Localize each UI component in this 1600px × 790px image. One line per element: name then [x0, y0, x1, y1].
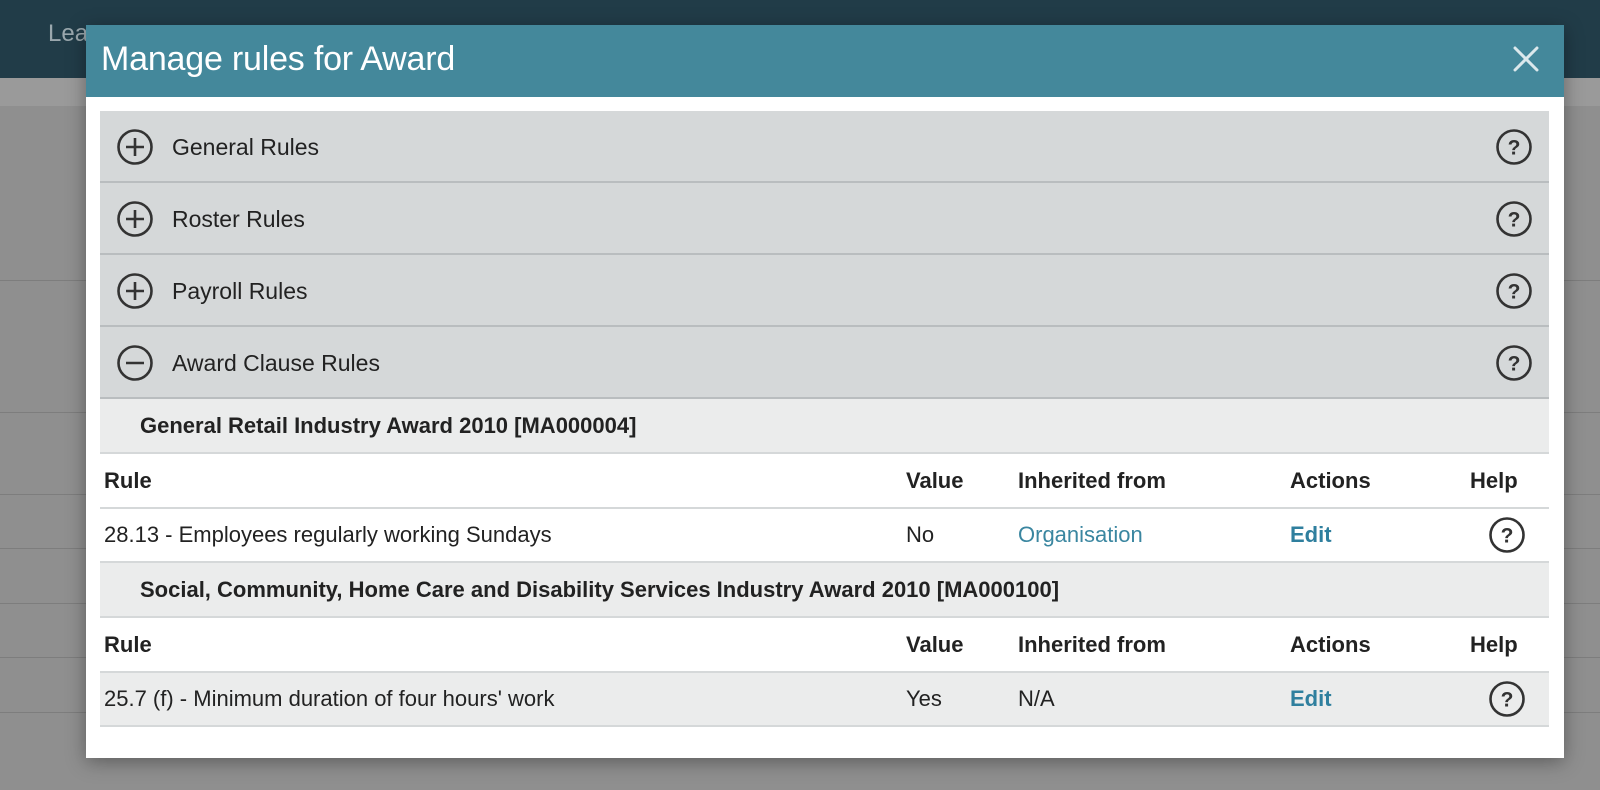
svg-text:?: ?	[1508, 137, 1521, 160]
award-heading: General Retail Industry Award 2010 [MA00…	[100, 399, 1549, 454]
award-heading: Social, Community, Home Care and Disabil…	[100, 563, 1549, 618]
section-award-clause-rules[interactable]: Award Clause Rules ?	[100, 327, 1549, 399]
rule-name: 25.7 (f) - Minimum duration of four hour…	[100, 672, 902, 727]
section-payroll-rules[interactable]: Payroll Rules ?	[100, 255, 1549, 327]
award-title: General Retail Industry Award 2010 [MA00…	[140, 413, 637, 438]
rule-name: 28.13 - Employees regularly working Sund…	[100, 508, 902, 563]
table-row: 28.13 - Employees regularly working Sund…	[100, 508, 1549, 563]
rule-value: No	[902, 508, 1014, 563]
edit-button[interactable]: Edit	[1290, 686, 1332, 711]
section-label: Roster Rules	[172, 206, 305, 232]
column-header-inherited: Inherited from	[1014, 454, 1286, 509]
column-header-actions: Actions	[1286, 618, 1466, 673]
edit-button[interactable]: Edit	[1290, 522, 1332, 547]
column-header-help: Help	[1466, 454, 1549, 509]
section-roster-rules[interactable]: Roster Rules ?	[100, 183, 1549, 255]
help-icon[interactable]: ?	[1495, 128, 1533, 166]
section-label: Award Clause Rules	[172, 350, 380, 376]
svg-text:?: ?	[1501, 525, 1514, 548]
svg-text:?: ?	[1501, 689, 1514, 712]
help-icon[interactable]: ?	[1488, 516, 1526, 554]
column-header-rule: Rule	[100, 618, 902, 673]
award-rules-table: Rule Value Inherited from Actions Help 2…	[100, 618, 1549, 727]
column-header-inherited: Inherited from	[1014, 618, 1286, 673]
column-header-help: Help	[1466, 618, 1549, 673]
column-header-rule: Rule	[100, 454, 902, 509]
modal-header: Manage rules for Award	[86, 25, 1564, 97]
column-header-actions: Actions	[1286, 454, 1466, 509]
table-header-row: Rule Value Inherited from Actions Help	[100, 618, 1549, 673]
award-title: Social, Community, Home Care and Disabil…	[140, 577, 1060, 602]
expand-plus-icon[interactable]	[116, 200, 154, 238]
manage-rules-modal: Manage rules for Award General Rules ? R…	[86, 25, 1564, 758]
svg-text:?: ?	[1508, 353, 1521, 376]
help-icon[interactable]: ?	[1495, 344, 1533, 382]
section-general-rules[interactable]: General Rules ?	[100, 111, 1549, 183]
help-icon[interactable]: ?	[1488, 680, 1526, 718]
section-label: General Rules	[172, 134, 320, 160]
table-row: 25.7 (f) - Minimum duration of four hour…	[100, 672, 1549, 727]
close-icon[interactable]	[1506, 39, 1546, 79]
section-label: Payroll Rules	[172, 278, 308, 304]
help-icon[interactable]: ?	[1495, 200, 1533, 238]
inherited-from-link[interactable]: Organisation	[1018, 522, 1143, 547]
modal-title: Manage rules for Award	[101, 40, 456, 78]
award-rules-table: Rule Value Inherited from Actions Help 2…	[100, 454, 1549, 563]
column-header-value: Value	[902, 454, 1014, 509]
table-header-row: Rule Value Inherited from Actions Help	[100, 454, 1549, 509]
expand-plus-icon[interactable]	[116, 128, 154, 166]
rule-value: Yes	[902, 672, 1014, 727]
modal-body: General Rules ? Roster Rules ? Payroll R…	[100, 111, 1549, 727]
inherited-from: N/A	[1014, 672, 1286, 727]
svg-text:?: ?	[1508, 281, 1521, 304]
collapse-minus-icon[interactable]	[116, 344, 154, 382]
expand-plus-icon[interactable]	[116, 272, 154, 310]
svg-text:?: ?	[1508, 209, 1521, 232]
column-header-value: Value	[902, 618, 1014, 673]
help-icon[interactable]: ?	[1495, 272, 1533, 310]
background-nav-item: Lea	[48, 20, 89, 47]
